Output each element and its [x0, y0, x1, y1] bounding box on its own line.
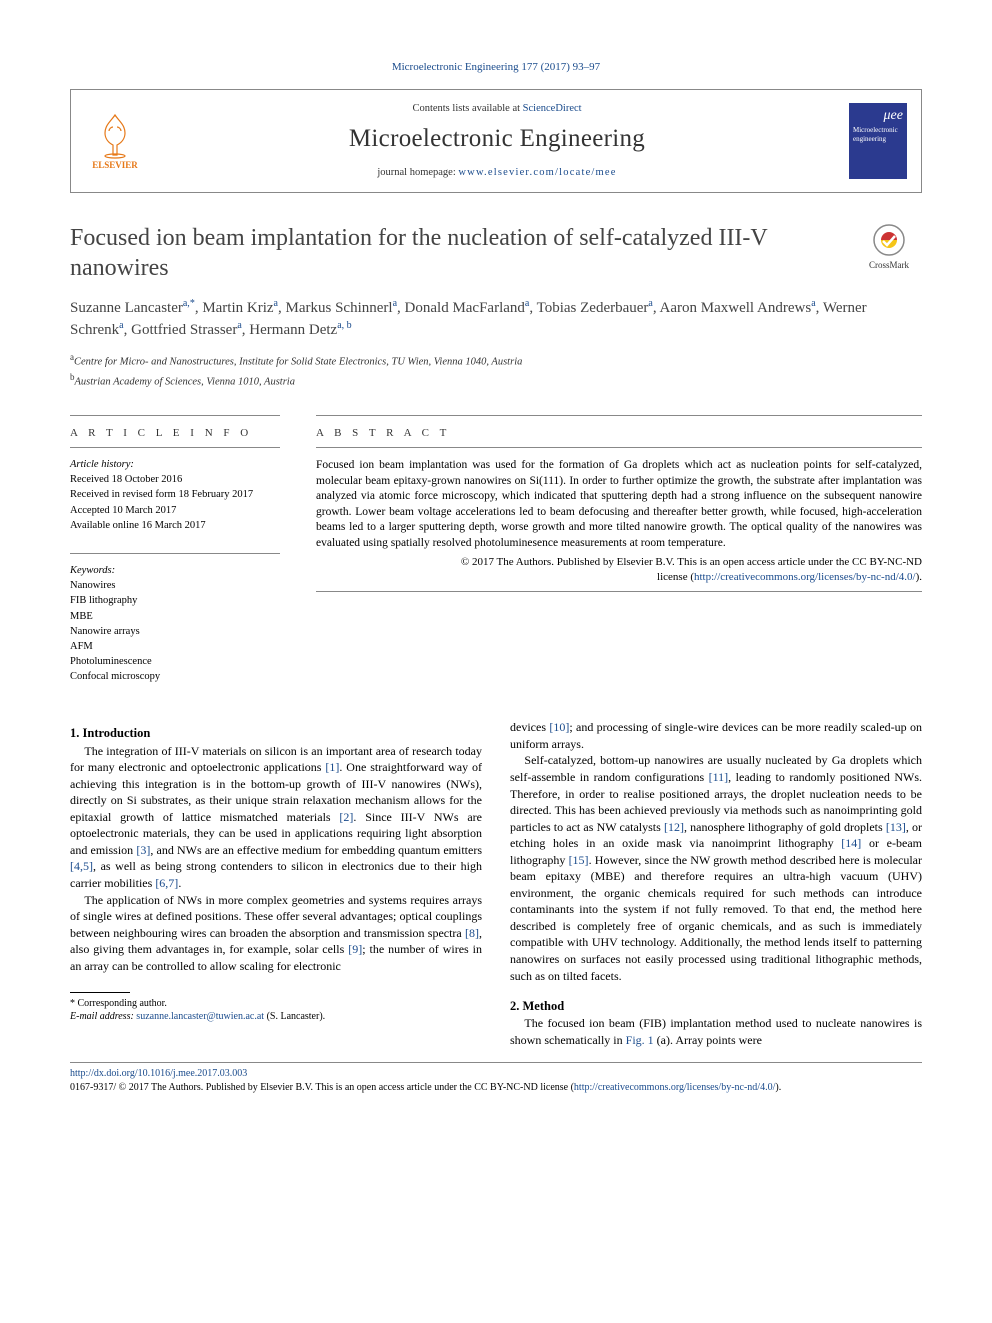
affiliation-b: Austrian Academy of Sciences, Vienna 101…: [75, 376, 295, 387]
info-rule-top: [70, 415, 280, 416]
keywords-block: Keywords: NanowiresFIB lithography MBENan…: [70, 553, 280, 684]
issn-suffix: ).: [775, 1082, 781, 1093]
kw-rule: [70, 553, 280, 554]
citation-link[interactable]: [4,5]: [70, 859, 93, 873]
authors: Suzanne Lancastera,*, Martin Kriza, Mark…: [70, 297, 922, 341]
citation-link[interactable]: [1]: [325, 760, 339, 774]
intro-para-3: Self-catalyzed, bottom-up nanowires are …: [510, 752, 922, 984]
crossmark-icon: [872, 223, 906, 257]
history-label: Article history:: [70, 458, 280, 472]
abs-rule-mid: [316, 447, 922, 448]
homepage-link[interactable]: www.elsevier.com/locate/mee: [458, 167, 616, 178]
figure-link[interactable]: Fig. 1: [626, 1033, 654, 1047]
corresponding-footnote: * Corresponding author. E-mail address: …: [70, 997, 482, 1023]
issn-line: 0167-9317/ © 2017 The Authors. Published…: [70, 1082, 574, 1093]
affiliations: aCentre for Micro- and Nanostructures, I…: [70, 351, 922, 389]
info-abstract-row: A R T I C L E I N F O Article history: R…: [70, 409, 922, 685]
info-rule-mid: [70, 447, 280, 448]
citation-link[interactable]: [2]: [339, 810, 353, 824]
page: Microelectronic Engineering 177 (2017) 9…: [0, 0, 992, 1134]
corr-name: (S. Lancaster).: [267, 1011, 326, 1022]
abs-rule-top: [316, 415, 922, 416]
doi-footer: http://dx.doi.org/10.1016/j.mee.2017.03.…: [70, 1062, 922, 1094]
crossmark-badge[interactable]: CrossMark: [856, 223, 922, 271]
article-info-column: A R T I C L E I N F O Article history: R…: [70, 409, 280, 685]
elsevier-label: ELSEVIER: [92, 159, 138, 171]
article-title: Focused ion beam implantation for the nu…: [70, 223, 838, 283]
corr-label: * Corresponding author.: [70, 997, 482, 1010]
contents-line: Contents lists available at ScienceDirec…: [161, 102, 833, 116]
history-revised: Received in revised form 18 February 201…: [70, 488, 280, 502]
doi-link[interactable]: http://dx.doi.org/10.1016/j.mee.2017.03.…: [70, 1068, 247, 1079]
masthead-center: Contents lists available at ScienceDirec…: [161, 102, 833, 180]
keyword: Nanowire arrays: [70, 625, 280, 639]
history-online: Available online 16 March 2017: [70, 519, 280, 533]
keyword: MBE: [70, 610, 280, 624]
abstract-copyright: © 2017 The Authors. Published by Elsevie…: [316, 555, 922, 585]
history-received: Received 18 October 2016: [70, 473, 280, 487]
footnote-rule: [70, 992, 130, 993]
journal-ref-link[interactable]: Microelectronic Engineering 177 (2017) 9…: [392, 61, 600, 73]
journal-name: Microelectronic Engineering: [161, 122, 833, 156]
cover-mu: μee: [853, 107, 903, 126]
license-link[interactable]: http://creativecommons.org/licenses/by-n…: [694, 571, 916, 583]
footer-license-link[interactable]: http://creativecommons.org/licenses/by-n…: [574, 1082, 775, 1093]
method-para-1: The focused ion beam (FIB) implantation …: [510, 1015, 922, 1048]
abstract-label: A B S T R A C T: [316, 426, 922, 441]
cover-line1: Microelectronic: [853, 126, 903, 135]
keyword: Nanowires: [70, 579, 280, 593]
abstract-text: Focused ion beam implantation was used f…: [316, 458, 922, 551]
method-heading: 2. Method: [510, 998, 922, 1015]
abstract-column: A B S T R A C T Focused ion beam implant…: [316, 409, 922, 685]
citation-link[interactable]: [9]: [348, 942, 362, 956]
title-row: Focused ion beam implantation for the nu…: [70, 223, 922, 283]
sciencedirect-link[interactable]: ScienceDirect: [523, 103, 582, 114]
article-info-label: A R T I C L E I N F O: [70, 426, 280, 441]
intro-heading: 1. Introduction: [70, 725, 482, 742]
keyword: Confocal microscopy: [70, 670, 280, 684]
corr-email-link[interactable]: suzanne.lancaster@tuwien.ac.at: [136, 1011, 264, 1022]
keywords-label: Keywords:: [70, 564, 280, 578]
intro-para-2: The application of NWs in more complex g…: [70, 892, 482, 975]
crossmark-label: CrossMark: [869, 259, 909, 271]
elsevier-tree-icon: [91, 111, 139, 159]
citation-link[interactable]: [3]: [136, 843, 150, 857]
keyword: AFM: [70, 640, 280, 654]
homepage-line: journal homepage: www.elsevier.com/locat…: [161, 166, 833, 180]
abs-copy-line1: © 2017 The Authors. Published by Elsevie…: [461, 556, 922, 568]
affiliation-a: Centre for Micro- and Nanostructures, In…: [74, 356, 522, 367]
abs-rule-bot: [316, 591, 922, 592]
cover-line2: engineering: [853, 135, 903, 144]
contents-prefix: Contents lists available at: [412, 103, 522, 114]
keyword: FIB lithography: [70, 594, 280, 608]
history-accepted: Accepted 10 March 2017: [70, 504, 280, 518]
citation-link[interactable]: [10]: [549, 720, 569, 734]
intro-para-2b: devices [10]; and processing of single-w…: [510, 719, 922, 752]
body-columns: 1. Introduction The integration of III-V…: [70, 719, 922, 1048]
citation-link[interactable]: [13]: [886, 820, 906, 834]
abs-copy-suffix: ).: [916, 571, 922, 583]
homepage-label: journal homepage:: [377, 167, 458, 178]
journal-reference-line: Microelectronic Engineering 177 (2017) 9…: [70, 60, 922, 75]
citation-link[interactable]: [15]: [569, 853, 589, 867]
citation-link[interactable]: [8]: [465, 926, 479, 940]
citation-link[interactable]: [14]: [841, 836, 861, 850]
intro-para-1: The integration of III-V materials on si…: [70, 743, 482, 892]
email-label: E-mail address:: [70, 1011, 136, 1022]
keyword: Photoluminescence: [70, 655, 280, 669]
masthead: ELSEVIER Contents lists available at Sci…: [70, 89, 922, 193]
journal-cover-thumb: μee Microelectronic engineering: [849, 103, 907, 179]
abs-copy-prefix: license (: [657, 571, 694, 583]
citation-link[interactable]: [11]: [709, 770, 729, 784]
citation-link[interactable]: [6,7]: [155, 876, 178, 890]
citation-link[interactable]: [12]: [664, 820, 684, 834]
elsevier-logo: ELSEVIER: [85, 105, 145, 177]
